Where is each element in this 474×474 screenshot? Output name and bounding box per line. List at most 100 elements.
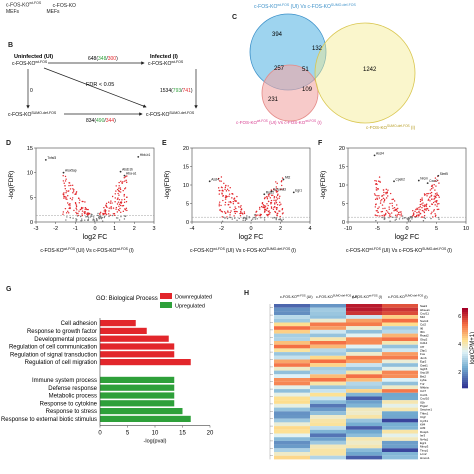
volcano-point (389, 192, 392, 195)
heatmap-cell (310, 452, 346, 456)
volcano-point (397, 207, 399, 210)
column-header: c-FOS-KOSUMO-def-FOS (UI) (316, 294, 358, 300)
volcano-point (240, 211, 242, 213)
heatmap-cell (310, 359, 346, 364)
volcano-point (219, 201, 221, 203)
colorbar-segment (462, 382, 468, 385)
volcano-point (103, 216, 106, 219)
volcano-point (105, 204, 107, 207)
heatmap-cell (274, 322, 310, 327)
volcano-point (417, 208, 419, 211)
volcano-point (268, 210, 270, 212)
volcano-point (278, 204, 281, 206)
volcano-point (123, 215, 126, 217)
heatmap-cell (310, 381, 346, 386)
heatmap-cell (382, 315, 418, 319)
volcano-point (396, 214, 398, 216)
volcano-point (375, 182, 378, 185)
volcano-point (268, 195, 270, 197)
colorbar-segment (462, 340, 468, 343)
heatmap-cell (346, 452, 382, 456)
volcano-point (254, 218, 257, 220)
venn-109: 109 (302, 87, 313, 93)
heatmap-cell (310, 318, 346, 323)
volcano-point (100, 215, 102, 218)
category-label: Regulation of signal transduction (10, 352, 97, 358)
volcano-point (419, 198, 422, 201)
volcano-point (229, 211, 231, 214)
gene-label: Cxcr2 (429, 179, 438, 183)
volcano-point (75, 211, 77, 214)
volcano-point (269, 211, 271, 214)
volcano-point (115, 206, 118, 209)
heatmap-cell (310, 348, 346, 353)
heatmap-cell (346, 418, 382, 423)
volcano-point (246, 215, 248, 217)
volcano-point (264, 208, 267, 211)
volcano-point (119, 188, 122, 191)
volcano-point (63, 197, 65, 199)
volcano-point (63, 192, 65, 194)
volcano-point (72, 192, 74, 194)
volcano-point (119, 187, 121, 189)
colorbar-segment (462, 372, 468, 375)
volcano-point (89, 213, 91, 215)
volcano-point (227, 185, 229, 187)
heatmap-cell (346, 433, 382, 438)
heatmap-cell (382, 329, 418, 334)
volcano-point (79, 208, 82, 211)
heatmap-cell (310, 352, 346, 356)
volcano-point (118, 209, 120, 212)
bar (100, 400, 175, 407)
volcano-point (114, 197, 116, 199)
heatmap-cell (346, 370, 382, 375)
colorbar-title: log(CPM+1) (470, 332, 474, 364)
volcano-point (74, 201, 77, 204)
volcano-point (102, 212, 104, 215)
volcano-point (275, 217, 277, 219)
heatmap-cell (274, 403, 310, 408)
volcano-point (240, 212, 242, 214)
volcano-point (62, 213, 64, 215)
volcano-point (385, 188, 387, 191)
volcano-point (436, 205, 438, 207)
heatmap-cell (274, 315, 310, 319)
y-axis-label: -log(FDR) (164, 171, 171, 200)
volcano-point (259, 214, 261, 217)
volcano-point (221, 211, 224, 213)
volcano-point (116, 203, 119, 205)
x-tick-label: 5 (435, 226, 438, 232)
heatmap-cell (274, 411, 310, 415)
volcano-point (119, 191, 122, 193)
colorbar-segment (462, 376, 468, 379)
volcano-point (392, 198, 395, 200)
volcano-point (376, 210, 378, 212)
heatmap-cell (274, 452, 310, 456)
volcano-point (437, 208, 440, 211)
volcano-caption: c-FOS-KOwt-FOS(UI) Vs c-FOS-KOSUMO-def-F… (346, 247, 452, 254)
heatmap-cell (382, 407, 418, 412)
volcano-point (231, 218, 233, 220)
node-top-left: c-FOS-KOwt-FOS (12, 60, 48, 67)
heatmap-cell (346, 359, 382, 364)
gene-row-label: Lcn2 (420, 452, 427, 456)
volcano-point (123, 193, 126, 196)
gene-label: Cpeb2 (396, 177, 406, 181)
colorbar-tick: 2 (458, 370, 461, 376)
volcano-point (437, 179, 439, 182)
volcano-point (260, 213, 262, 216)
volcano-point (419, 203, 422, 206)
volcano-point (125, 181, 128, 184)
gene-label: Serpina3 (273, 187, 286, 191)
volcano-point (104, 211, 107, 213)
volcano-point (427, 199, 429, 201)
volcano-point (219, 208, 221, 211)
colorbar-segment (462, 380, 468, 383)
volcano-point (282, 218, 284, 221)
heatmap-cell (382, 352, 418, 356)
volcano-point (400, 213, 403, 215)
volcano-point (267, 200, 270, 203)
volcano-point (222, 190, 224, 192)
y-tick-label: 20 (339, 146, 345, 152)
volcano-point (254, 216, 256, 219)
